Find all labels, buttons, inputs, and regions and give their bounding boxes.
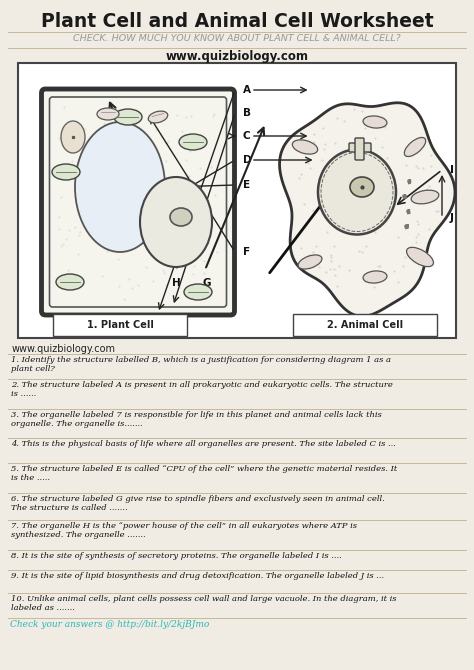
Ellipse shape <box>52 164 80 180</box>
Text: www.quizbiology.com: www.quizbiology.com <box>12 344 116 354</box>
Text: G: G <box>203 278 211 288</box>
FancyBboxPatch shape <box>53 314 187 336</box>
Ellipse shape <box>184 284 212 300</box>
Ellipse shape <box>363 271 387 283</box>
Text: 10. Unlike animal cells, plant cells possess cell wall and large vacuole. In the: 10. Unlike animal cells, plant cells pos… <box>11 595 396 612</box>
Text: www.quizbiology.com: www.quizbiology.com <box>165 50 309 63</box>
Ellipse shape <box>292 140 318 154</box>
Ellipse shape <box>56 274 84 290</box>
Ellipse shape <box>114 109 142 125</box>
Ellipse shape <box>61 121 85 153</box>
FancyBboxPatch shape <box>293 314 437 336</box>
Text: 3. The organelle labeled 7 is responsible for life in this planet and animal cel: 3. The organelle labeled 7 is responsibl… <box>11 411 382 428</box>
Text: 2. Animal Cell: 2. Animal Cell <box>327 320 403 330</box>
Text: 1. Identify the structure labelled B, which is a justification for considering d: 1. Identify the structure labelled B, wh… <box>11 356 391 373</box>
Ellipse shape <box>407 247 433 267</box>
Text: 2. The structure labeled A is present in all prokaryotic and eukaryotic cells. T: 2. The structure labeled A is present in… <box>11 381 393 398</box>
Text: D: D <box>243 155 252 165</box>
FancyBboxPatch shape <box>349 143 371 152</box>
Ellipse shape <box>170 208 192 226</box>
Ellipse shape <box>148 111 168 123</box>
Ellipse shape <box>179 134 207 150</box>
Ellipse shape <box>75 122 165 252</box>
Text: 8. It is the site of synthesis of secretory proteins. The organelle labeled I is: 8. It is the site of synthesis of secret… <box>11 552 342 560</box>
Text: B: B <box>243 108 251 118</box>
Text: I: I <box>450 165 454 175</box>
Text: C: C <box>243 131 251 141</box>
Ellipse shape <box>404 137 426 157</box>
Text: 5. The structure labeled E is called “CPU of the cell” where the genetic materia: 5. The structure labeled E is called “CP… <box>11 465 397 482</box>
Text: Check your answers @ http://bit.ly/2kjBJmo: Check your answers @ http://bit.ly/2kjBJ… <box>10 620 209 629</box>
Text: F: F <box>243 247 250 257</box>
Polygon shape <box>280 103 455 316</box>
FancyBboxPatch shape <box>42 89 235 315</box>
Ellipse shape <box>140 177 212 267</box>
Bar <box>18 63 456 338</box>
FancyBboxPatch shape <box>355 138 364 160</box>
Text: H: H <box>172 278 181 288</box>
Text: A: A <box>243 85 251 95</box>
Text: 9. It is the site of lipid biosynthesis and drug detoxification. The organelle l: 9. It is the site of lipid biosynthesis … <box>11 572 384 580</box>
Text: E: E <box>243 180 250 190</box>
Text: 6. The structure labeled G give rise to spindle fibers and exclusively seen in a: 6. The structure labeled G give rise to … <box>11 495 385 512</box>
Ellipse shape <box>411 190 439 204</box>
Ellipse shape <box>97 108 119 120</box>
Ellipse shape <box>350 177 374 197</box>
Text: J: J <box>450 213 454 223</box>
Ellipse shape <box>318 149 396 234</box>
Text: 7. The organelle H is the “power house of the cell” in all eukaryotes where ATP : 7. The organelle H is the “power house o… <box>11 522 357 539</box>
Text: 4. This is the physical basis of life where all organelles are present. The site: 4. This is the physical basis of life wh… <box>11 440 396 448</box>
Text: 1. Plant Cell: 1. Plant Cell <box>87 320 154 330</box>
Ellipse shape <box>298 255 322 269</box>
Text: CHECK. HOW MUCH YOU KNOW ABOUT PLANT CELL & ANIMAL CELL?: CHECK. HOW MUCH YOU KNOW ABOUT PLANT CEL… <box>73 34 401 43</box>
Text: Plant Cell and Animal Cell Worksheet: Plant Cell and Animal Cell Worksheet <box>41 12 433 31</box>
Ellipse shape <box>363 116 387 128</box>
